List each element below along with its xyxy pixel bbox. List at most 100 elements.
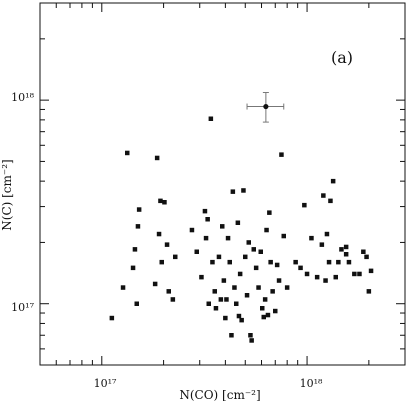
data-point: [243, 254, 248, 260]
data-point: [241, 188, 246, 193]
data-point: [279, 152, 284, 157]
data-point: [314, 274, 320, 280]
data-point: [302, 202, 307, 208]
data-point: [264, 227, 269, 233]
data-point: [162, 200, 167, 205]
data-point: [343, 244, 349, 250]
data-point: [267, 210, 272, 215]
data-point: [125, 150, 130, 156]
data-point: [293, 259, 298, 265]
data-point: [235, 220, 241, 225]
data-point: [343, 252, 349, 257]
data-point: [221, 278, 227, 283]
data-point: [248, 333, 253, 338]
data-point: [246, 240, 251, 245]
data-point: [227, 259, 232, 265]
y-tick-label-1e18: 10¹⁸: [11, 91, 34, 104]
data-point: [309, 235, 314, 241]
data-point: [135, 224, 141, 229]
data-point: [273, 308, 278, 314]
data-point: [208, 116, 214, 121]
data-point: [333, 274, 338, 280]
data-point: [203, 235, 209, 241]
data-point: [364, 254, 369, 260]
data-point: [164, 242, 170, 247]
data-point: [173, 254, 178, 260]
data-point: [136, 207, 142, 212]
data-points: [109, 116, 374, 343]
data-point: [159, 259, 164, 265]
data-point: [216, 254, 222, 260]
data-point: [109, 315, 115, 321]
data-point: [239, 317, 244, 323]
data-point: [156, 231, 162, 237]
data-point: [251, 247, 256, 252]
data-point: [234, 301, 239, 306]
data-point: [194, 249, 199, 254]
data-point: [346, 259, 352, 265]
data-point: [206, 301, 211, 306]
x-axis-label: N(CO) [cm⁻²]: [179, 388, 260, 401]
data-point: [258, 249, 263, 254]
data-point: [366, 289, 372, 294]
data-point: [304, 271, 310, 277]
data-point: [319, 242, 325, 247]
data-point: [199, 274, 204, 280]
data-point: [284, 285, 290, 290]
data-point: [189, 227, 195, 233]
panel-label: (a): [331, 48, 353, 67]
data-point: [249, 338, 254, 343]
data-point: [323, 278, 328, 283]
data-point: [281, 233, 286, 239]
data-point: [321, 193, 326, 198]
data-point: [261, 314, 266, 320]
data-point: [265, 312, 271, 318]
data-point: [236, 313, 242, 319]
data-point: [274, 262, 280, 268]
x-tick-label-1e17: 10¹⁷: [94, 377, 117, 390]
data-point: [218, 297, 224, 302]
data-point: [223, 315, 228, 321]
data-point: [361, 249, 366, 254]
data-point: [244, 293, 250, 298]
data-point: [220, 224, 225, 229]
data-point: [130, 265, 136, 271]
data-point: [229, 333, 234, 338]
data-point: [205, 217, 210, 222]
data-point: [237, 271, 243, 277]
data-point: [166, 289, 171, 294]
data-point: [202, 208, 208, 214]
data-point: [213, 306, 219, 311]
data-point: [152, 281, 158, 287]
data-point: [170, 297, 176, 302]
data-point: [368, 268, 374, 274]
data-point: [230, 189, 236, 194]
data-point: [132, 247, 138, 252]
y-tick-label-1e17: 10¹⁷: [11, 301, 34, 314]
error-bar-point: [263, 103, 269, 110]
data-point: [154, 155, 160, 161]
data-point: [260, 306, 265, 311]
data-point: [328, 198, 333, 204]
plot-frame: [39, 2, 406, 366]
data-point: [336, 259, 341, 265]
data-point: [210, 259, 215, 265]
data-point: [298, 265, 303, 271]
data-point: [212, 289, 217, 294]
data-point: [276, 278, 282, 283]
x-tick-label-1e18: 10¹⁸: [300, 377, 323, 390]
data-point: [158, 198, 163, 204]
data-point: [330, 178, 336, 184]
data-point: [357, 271, 362, 277]
data-point: [256, 285, 261, 290]
data-point: [268, 259, 273, 265]
data-point: [253, 265, 259, 271]
data-point: [120, 285, 126, 290]
data-point: [262, 297, 268, 302]
data-point: [225, 235, 231, 241]
y-axis-label: N(C) [cm⁻²]: [0, 159, 14, 230]
data-point: [352, 271, 357, 277]
data-point: [326, 259, 332, 265]
